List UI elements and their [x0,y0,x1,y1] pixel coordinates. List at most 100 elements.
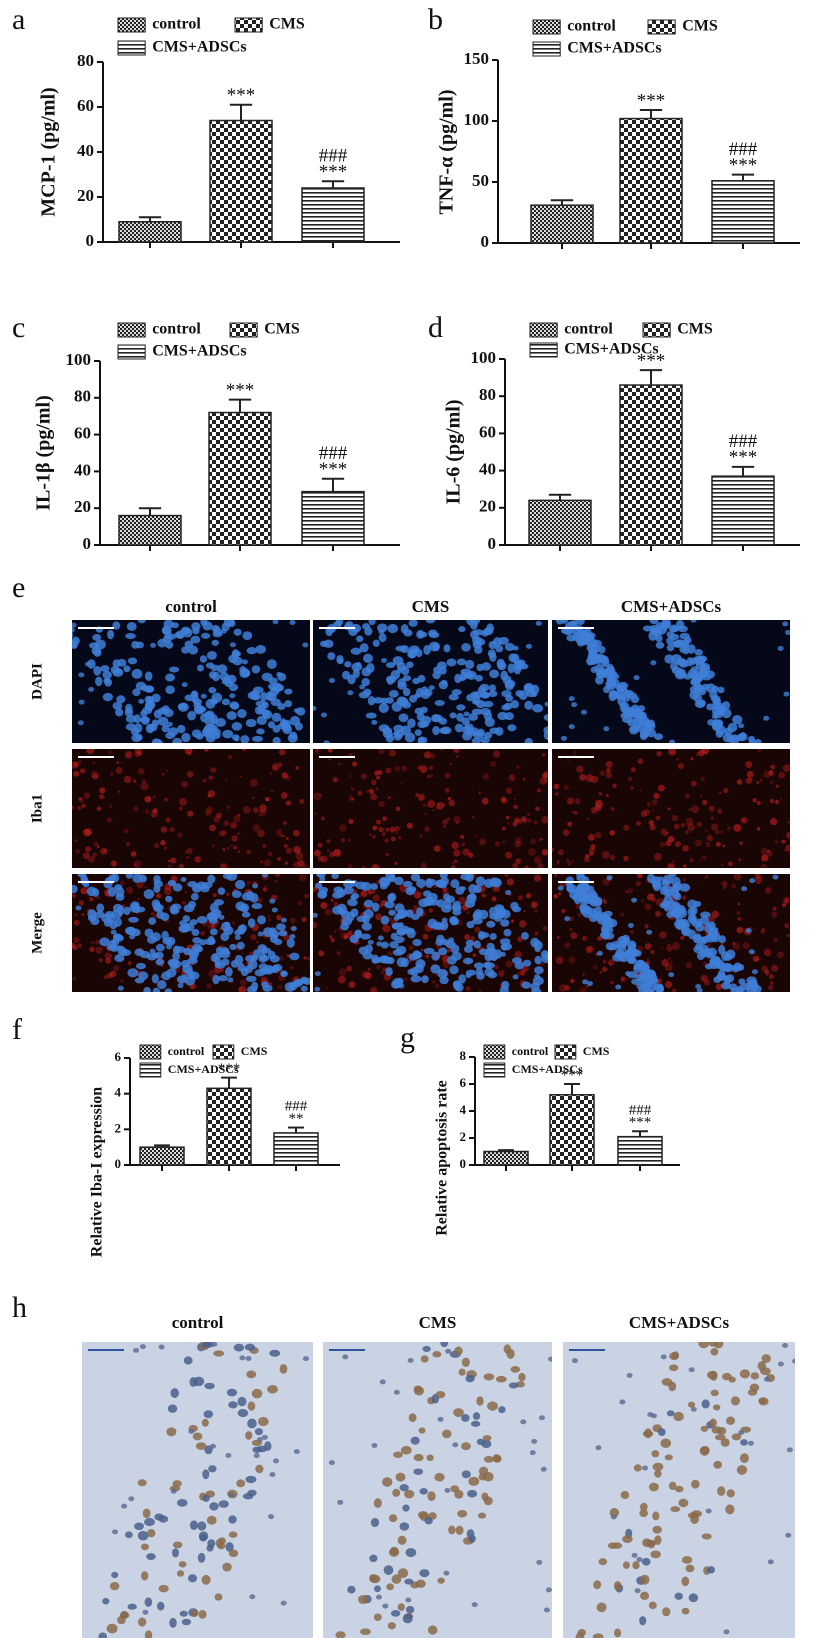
signal [375,787,379,791]
nucleus [327,652,336,661]
nucleus [359,684,366,690]
nucleus [478,1473,487,1481]
signal [785,844,790,852]
nucleus [251,694,261,701]
nucleus [412,951,423,959]
nucleus [456,658,467,666]
signal [319,793,322,796]
signal [653,852,662,861]
signal [194,856,201,863]
nucleus [171,903,182,911]
nucleus [648,1601,657,1610]
nucleus [87,914,97,922]
nucleus [354,929,363,937]
signal [708,805,715,812]
signal [326,849,330,853]
nucleus [272,725,281,733]
legend-swatch [554,1044,577,1060]
signal [451,865,456,868]
nucleus [395,645,406,652]
signal [659,931,667,939]
signal [492,750,501,758]
signal [348,795,355,802]
signal [115,766,123,774]
nucleus [139,1344,146,1350]
micrograph [56,620,310,743]
nucleus [691,920,703,928]
signal [533,856,542,864]
nucleus [186,957,198,965]
nucleus [772,874,779,880]
signal [86,749,95,755]
signal [110,860,117,867]
nucleus [657,1428,666,1436]
signal [461,842,466,847]
signal [343,935,348,940]
signal [695,751,700,757]
signal [167,864,172,868]
nucleus [398,713,409,723]
signal [313,921,318,929]
y-tick-label: 2 [460,1129,467,1144]
nucleus [483,732,493,739]
signal [361,773,367,780]
signal [389,826,396,833]
nucleus [695,983,702,989]
signal [340,837,346,843]
row-label: Merge [29,912,45,954]
nucleus [500,943,509,951]
signal [79,768,86,774]
nucleus [157,716,169,726]
signal [451,841,459,850]
nucleus [56,626,65,633]
nucleus [289,934,296,940]
signal [711,910,719,919]
nucleus [576,874,585,879]
nucleus [370,1518,380,1528]
signal [72,893,77,898]
nucleus [273,1458,280,1464]
signal [417,765,423,770]
nucleus [284,700,293,708]
nucleus [119,1611,130,1619]
signal [577,913,582,917]
signal [490,760,497,768]
signal [609,854,616,861]
nucleus [358,946,369,955]
signal [82,852,90,860]
nucleus [157,980,167,990]
signal [270,789,274,793]
signal [163,797,168,802]
signal [630,767,636,772]
signal [347,930,353,936]
nucleus [231,890,242,899]
signal [630,930,634,934]
nucleus [461,1357,470,1367]
nucleus [268,1514,275,1520]
nucleus [383,1565,394,1575]
nucleus [179,1610,188,1617]
nucleus [144,1597,153,1607]
nucleus [300,985,308,992]
nucleus [363,653,373,664]
signal [589,851,594,856]
nucleus [165,732,176,740]
nucleus [456,704,466,711]
nucleus [476,1438,485,1446]
signal [371,864,380,868]
nucleus [410,975,422,983]
signal [384,838,389,843]
signal [453,859,458,863]
nucleus [461,717,470,726]
signal [689,858,694,863]
nucleus [370,883,378,891]
nucleus [713,1342,724,1349]
nucleus [110,929,117,935]
nucleus [293,1448,300,1454]
signal [715,829,720,835]
signal [144,795,152,803]
nucleus [668,1364,679,1372]
signal [388,796,391,799]
nucleus [220,947,230,955]
signal [655,815,661,821]
